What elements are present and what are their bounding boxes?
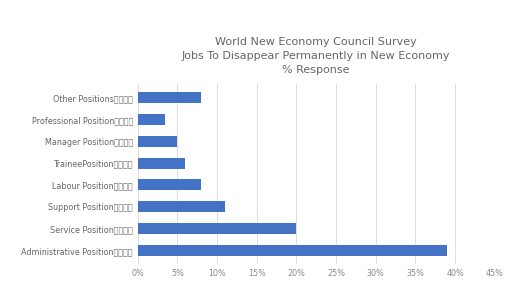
Bar [137,223,296,234]
Bar [137,158,185,169]
Bar [137,136,177,147]
Bar [137,201,224,212]
Bar [137,245,446,256]
Bar [137,92,201,103]
Bar [137,114,165,125]
Bar [137,179,201,191]
Title: World New Economy Council Survey
Jobs To Disappear Permanently in New Economy
% : World New Economy Council Survey Jobs To… [182,37,449,75]
